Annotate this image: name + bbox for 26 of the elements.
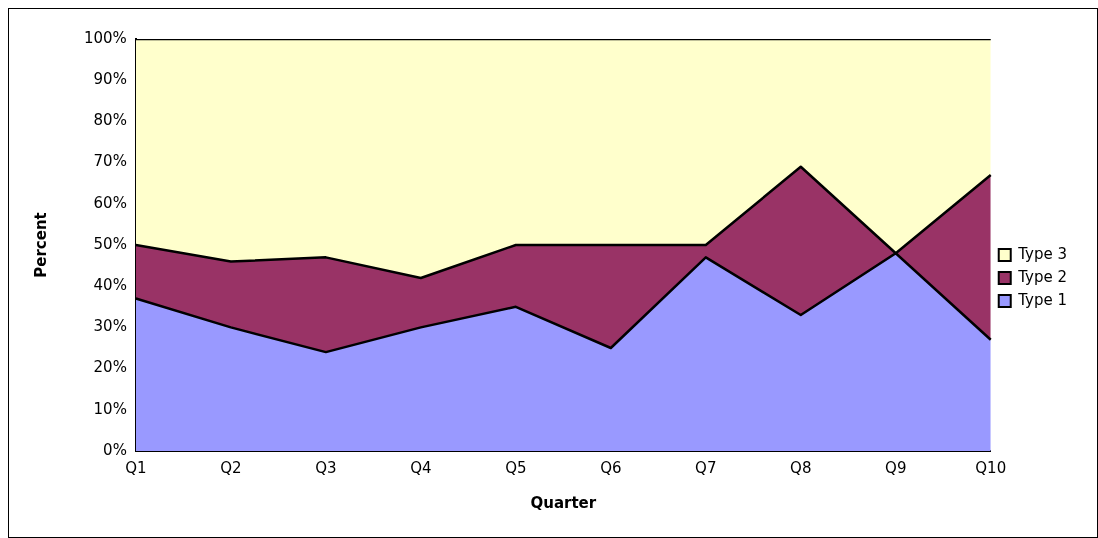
x-tick-label: Q5 (505, 458, 527, 477)
x-tick-label: Q8 (790, 458, 812, 477)
x-tick-label: Q1 (125, 458, 147, 477)
y-tick-label: 20% (93, 358, 127, 377)
x-axis-title: Quarter (530, 493, 597, 512)
y-tick-label: 70% (93, 152, 127, 171)
x-tick-label: Q10 (975, 458, 1007, 477)
legend-label: Type 3 (1017, 244, 1067, 263)
x-tick-label: Q2 (220, 458, 242, 477)
y-tick-label: 0% (103, 440, 127, 459)
y-tick-label: 80% (93, 111, 127, 130)
y-axis-title: Percent (31, 212, 50, 278)
x-tick-label: Q6 (600, 458, 622, 477)
y-tick-label: 100% (83, 28, 127, 47)
y-tick-label: 90% (93, 70, 127, 89)
legend-label: Type 1 (1017, 290, 1067, 309)
y-tick-label: 10% (93, 399, 127, 418)
y-tick-label: 40% (93, 276, 127, 295)
legend-label: Type 2 (1017, 267, 1067, 286)
x-tick-label: Q9 (885, 458, 907, 477)
x-tick-label: Q3 (315, 458, 337, 477)
y-tick-label: 30% (93, 317, 127, 336)
y-tick-label: 60% (93, 193, 127, 212)
y-tick-label: 50% (93, 234, 127, 253)
x-tick-label: Q4 (410, 458, 432, 477)
x-tick-label: Q7 (695, 458, 717, 477)
